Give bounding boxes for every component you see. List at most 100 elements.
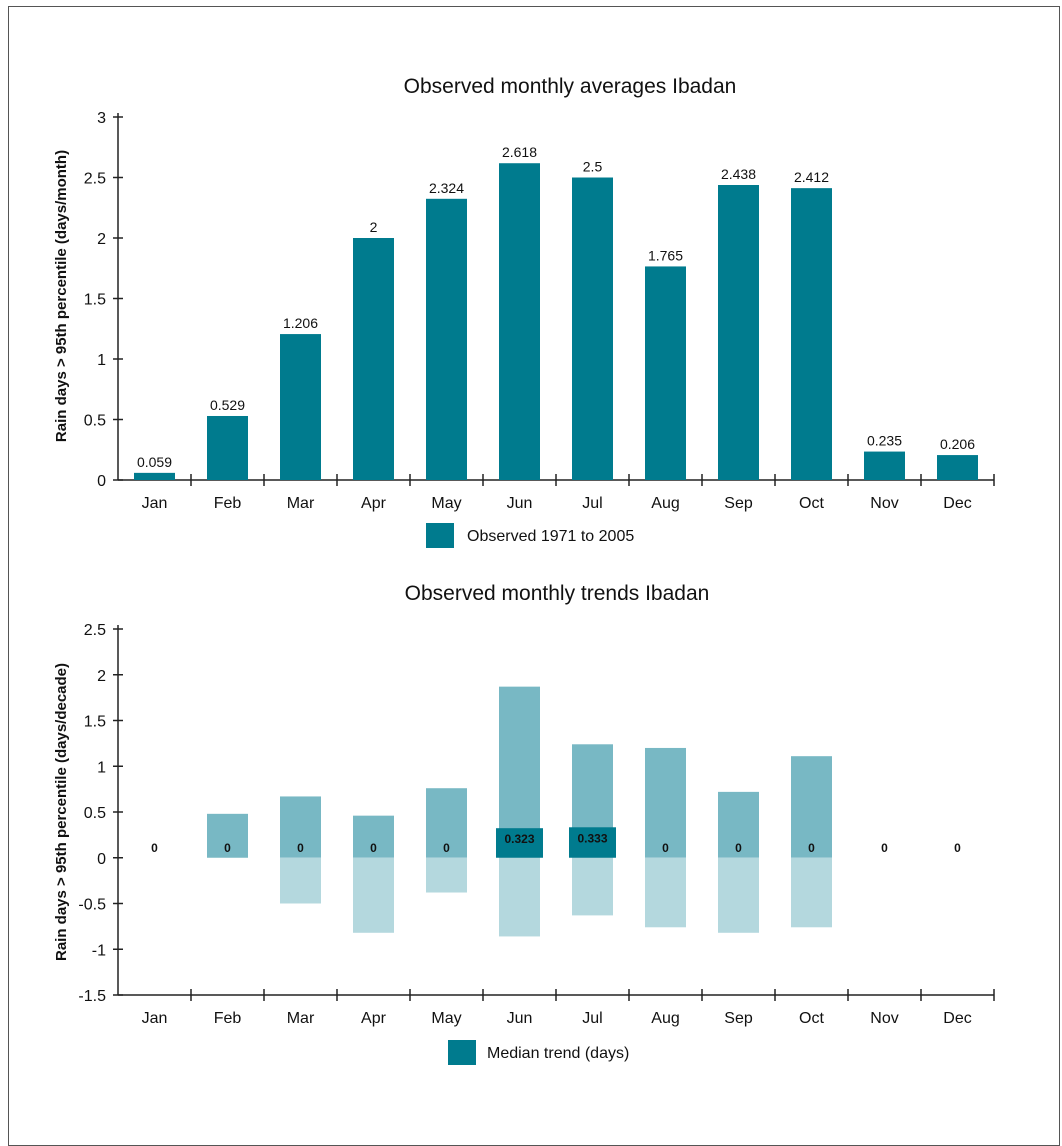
lower-range-bar [791, 857, 832, 928]
x-tick-label: Sep [724, 1010, 753, 1027]
bar [353, 238, 394, 480]
upper-range-bar [426, 788, 467, 858]
x-tick-label: May [431, 495, 461, 512]
upper-range-bar [280, 796, 321, 858]
x-tick-label: Apr [361, 495, 387, 512]
bar [791, 188, 832, 480]
x-tick-label: Jan [142, 495, 168, 512]
data-label: 2.324 [429, 180, 464, 196]
data-label: 1.206 [283, 315, 318, 331]
median-label: 0 [224, 841, 231, 855]
bar [499, 163, 540, 481]
bar [645, 266, 686, 480]
x-tick-label: Sep [724, 495, 753, 512]
y-tick-label: 2.5 [84, 171, 106, 188]
x-tick-label: Nov [870, 1010, 898, 1027]
bar [134, 472, 175, 480]
bar [864, 451, 905, 480]
legend-swatch [448, 1040, 476, 1065]
x-tick-label: Dec [943, 495, 971, 512]
lower-range-bar [426, 857, 467, 893]
median-label: 0 [297, 841, 304, 855]
median-label: 0 [443, 841, 450, 855]
x-tick-label: May [431, 1010, 461, 1027]
data-label: 0.235 [867, 433, 902, 449]
x-tick-label: Feb [214, 495, 242, 512]
upper-range-bar [791, 756, 832, 858]
x-tick-label: Jun [507, 1010, 533, 1027]
data-label: 0.529 [210, 397, 245, 413]
lower-range-bar [353, 857, 394, 933]
x-tick-label: Nov [870, 495, 898, 512]
x-tick-label: Aug [651, 1010, 679, 1027]
data-label: 1.765 [648, 247, 683, 263]
data-label: 0.059 [137, 454, 172, 470]
bar [426, 198, 467, 480]
y-tick-label: 1 [97, 352, 106, 369]
chart-trends: -1.5 -1 -0.5 0 0.5 1 1.5 2 2.5 Jan Feb Mar Apr May Jun… [78, 622, 995, 1027]
y-axis-label: Rain days > 95th percentile (days/decade… [53, 663, 70, 961]
y-tick-label: 2.5 [84, 622, 106, 639]
x-tick-label: Oct [799, 495, 824, 512]
x-tick-label: Mar [287, 1010, 315, 1027]
x-tick-label: Jun [507, 495, 533, 512]
y-tick-label: 2 [97, 231, 106, 248]
bar [937, 455, 978, 480]
x-tick-label: Jul [582, 495, 602, 512]
lower-range-bar [280, 857, 321, 904]
y-tick-label: 1.5 [84, 714, 106, 731]
x-tick-label: Apr [361, 1010, 387, 1027]
upper-range-bar [353, 815, 394, 858]
bar [207, 415, 248, 480]
data-label: 2.618 [502, 144, 537, 160]
data-label: 0.206 [940, 436, 975, 452]
x-tick-label: Feb [214, 1010, 242, 1027]
y-tick-label: 0 [97, 851, 106, 868]
data-label: 2.412 [794, 169, 829, 185]
legend-label: Median trend (days) [487, 1045, 629, 1062]
median-label: 0 [151, 841, 158, 855]
median-label: 0.333 [577, 831, 607, 845]
chart-averages: 0 0.5 1 1.5 2 2.5 3 Jan Feb Mar Apr May Jun Jul Aug Sep… [84, 110, 995, 512]
median-label: 0 [662, 841, 669, 855]
chart-title: Observed monthly averages Ibadan [404, 75, 737, 98]
median-label: 0 [808, 841, 815, 855]
median-label: 0 [370, 841, 377, 855]
median-bar [496, 828, 543, 858]
median-label: 0 [881, 841, 888, 855]
upper-range-bar [207, 813, 248, 858]
bar [280, 334, 321, 480]
x-tick-label: Dec [943, 1010, 971, 1027]
legend-swatch [426, 523, 454, 548]
upper-range-bar [645, 747, 686, 858]
lower-range-bar [499, 857, 540, 937]
y-tick-label: -0.5 [78, 897, 106, 914]
x-tick-label: Jan [142, 1010, 168, 1027]
y-axis-label: Rain days > 95th percentile (days/month) [53, 150, 70, 442]
lower-range-bar [718, 857, 759, 933]
y-tick-label: -1.5 [78, 988, 106, 1005]
data-label: 2.5 [583, 159, 603, 175]
y-tick-label: 1.5 [84, 292, 106, 309]
x-tick-label: Oct [799, 1010, 824, 1027]
median-label: 0.323 [504, 832, 534, 846]
upper-range-bar [718, 791, 759, 858]
bar [572, 177, 613, 480]
lower-range-bar [572, 857, 613, 916]
chart-title: Observed monthly trends Ibadan [405, 582, 710, 605]
legend-label: Observed 1971 to 2005 [467, 528, 634, 545]
y-tick-label: 0.5 [84, 805, 106, 822]
x-tick-label: Jul [582, 1010, 602, 1027]
median-bar [569, 827, 616, 858]
y-tick-label: 1 [97, 759, 106, 776]
lower-range-bar [645, 857, 686, 928]
x-tick-label: Aug [651, 495, 679, 512]
data-label: 2.438 [721, 166, 756, 182]
y-tick-label: 0 [97, 473, 106, 490]
bar [718, 185, 759, 480]
y-tick-label: -1 [92, 942, 106, 959]
y-tick-label: 3 [97, 110, 106, 127]
y-tick-label: 0.5 [84, 413, 106, 430]
median-label: 0 [954, 841, 961, 855]
